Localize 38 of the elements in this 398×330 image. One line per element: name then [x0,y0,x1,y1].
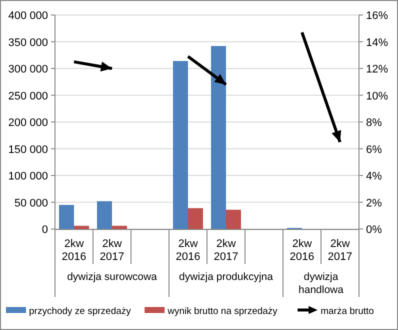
x-tick-label: 2kw 2016 [176,238,200,263]
y-tick-label: 300 000 [8,64,48,76]
y2-tick-label: 12% [366,64,388,76]
x-tick-label: 2kw 2017 [214,238,238,263]
y2-tick-label: 10% [366,90,388,102]
text: dywizja produkcyjna [179,271,274,283]
legend-label: przychody ze sprzedaży [29,306,132,317]
x-tick-label: 2kw 2016 [62,238,86,263]
bar [112,226,127,229]
y-tick-label: 0 [42,224,48,236]
y-tick-label: 400 000 [8,10,48,22]
bar [59,204,74,229]
y2-tick-label: 6% [366,144,382,156]
text: dywizja handlowa [298,271,344,296]
bar [211,46,226,229]
x-tick-label: 2kw 2017 [100,238,124,263]
y-tick-label: 100 000 [8,170,48,182]
legend-label: wynik brutto na sprzedaży [166,306,278,317]
bar [188,208,203,229]
y-tick-label: 350 000 [8,36,48,49]
y-tick-label: 200 000 [8,117,48,129]
y2-tick-label: 2% [366,197,382,210]
y2-tick-label: 14% [366,36,388,49]
x-tick-label: 2kw 2017 [328,238,352,263]
bar [74,226,89,229]
x-tick-label: 2kw 2016 [290,238,314,263]
y2-tick-label: 8% [366,117,382,129]
y-tick-label: 250 000 [8,90,48,102]
y-tick-label: 50 000 [14,197,48,210]
bar [173,61,188,229]
y2-tick-label: 16% [366,10,388,22]
text: dywizja surowcowa [67,271,158,283]
y2-tick-label: 4% [366,170,382,182]
y2-tick-label: 0% [366,224,382,236]
bar [226,210,241,229]
legend-label: marża brutto [320,306,374,317]
y-tick-label: 150 000 [8,144,48,156]
bar [97,201,112,229]
